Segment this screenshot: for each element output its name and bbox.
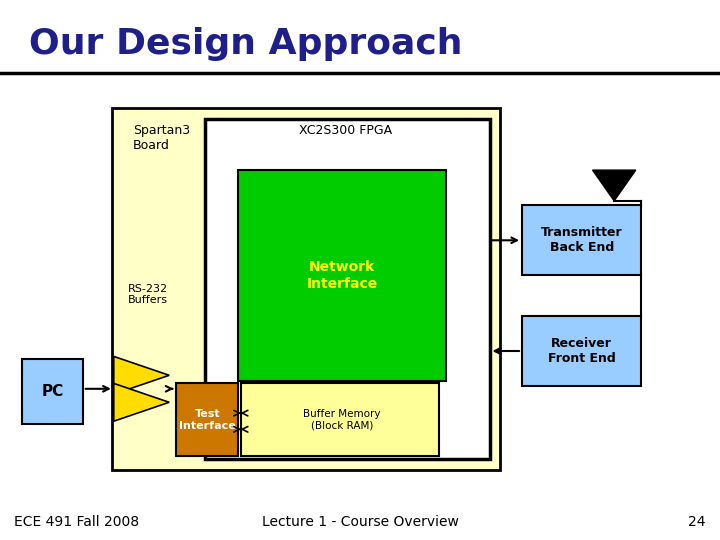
Polygon shape [114,356,169,394]
Text: Receiver
Front End: Receiver Front End [548,337,616,365]
Text: ECE 491 Fall 2008: ECE 491 Fall 2008 [14,515,140,529]
Text: XC2S300 FPGA: XC2S300 FPGA [299,124,392,137]
Text: Buffer Memory
(Block RAM): Buffer Memory (Block RAM) [303,409,381,431]
Text: Network
Interface: Network Interface [307,260,377,291]
Text: PC: PC [42,384,63,399]
FancyBboxPatch shape [522,205,641,275]
Text: RS-232
Buffers: RS-232 Buffers [127,284,168,305]
FancyBboxPatch shape [112,108,500,470]
Text: 24: 24 [688,515,706,529]
FancyBboxPatch shape [522,316,641,386]
FancyBboxPatch shape [176,383,238,456]
FancyBboxPatch shape [205,119,490,459]
Text: Test
Interface: Test Interface [179,409,235,431]
Text: Spartan3
Board: Spartan3 Board [133,124,190,152]
Polygon shape [114,383,169,421]
FancyBboxPatch shape [238,170,446,381]
Text: Our Design Approach: Our Design Approach [29,27,462,61]
Polygon shape [593,170,636,201]
Text: Lecture 1 - Course Overview: Lecture 1 - Course Overview [261,515,459,529]
FancyBboxPatch shape [22,359,83,424]
Text: Transmitter
Back End: Transmitter Back End [541,226,623,254]
FancyBboxPatch shape [241,383,439,456]
